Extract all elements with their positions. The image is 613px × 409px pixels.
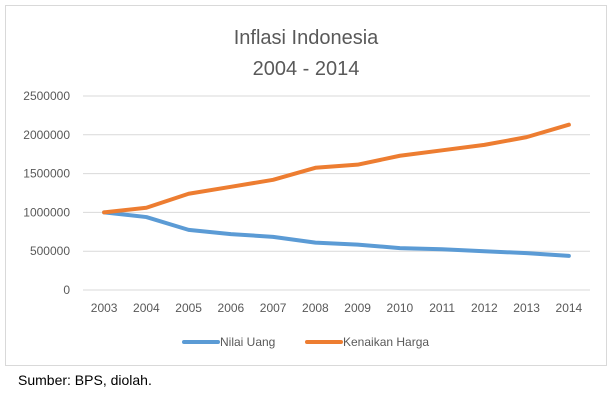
x-tick-label: 2011 [429,301,455,315]
x-tick-label: 2008 [302,301,329,315]
x-tick-label: 2005 [175,301,202,315]
y-tick-label: 2500000 [23,89,70,103]
x-tick-label: 2004 [133,301,160,315]
x-tick-label: 2014 [556,301,583,315]
chart-title: Inflasi Indonesia [234,27,379,49]
legend-label: Nilai Uang [220,335,275,349]
x-tick-label: 2009 [344,301,371,315]
source-note: Sumber: BPS, diolah. [18,372,152,388]
y-tick-label: 1000000 [23,205,70,219]
x-tick-label: 2013 [513,301,540,315]
series-line-1 [102,122,571,215]
y-tick-label: 2000000 [23,128,70,142]
y-tick-label: 1500000 [23,167,70,181]
x-tick-label: 2010 [387,301,414,315]
chart-subtitle: 2004 - 2014 [253,58,360,80]
x-tick-label: 2003 [91,301,118,315]
series-line-0 [102,210,571,258]
chart-border [5,5,607,366]
y-tick-label: 500000 [30,244,70,258]
y-tick-label: 0 [63,283,70,297]
x-tick-label: 2007 [260,301,287,315]
x-tick-label: 2012 [471,301,498,315]
legend-label: Kenaikan Harga [343,335,429,349]
x-tick-label: 2006 [218,301,245,315]
